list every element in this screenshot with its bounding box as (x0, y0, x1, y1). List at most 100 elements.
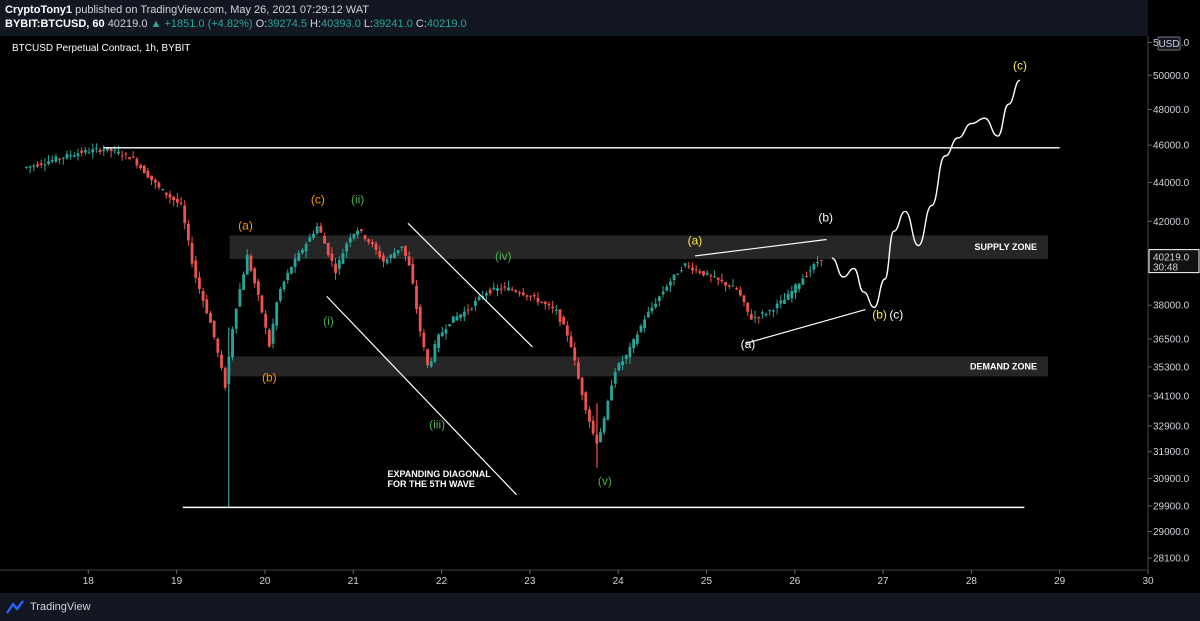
candle-body (146, 170, 150, 178)
candle-body (234, 308, 238, 329)
current-price-tag (1148, 249, 1200, 274)
wave-label: (a) (238, 218, 253, 232)
candle-body (783, 299, 786, 304)
candle-body (290, 266, 293, 274)
candle-body (157, 182, 161, 188)
candle-body (786, 293, 790, 300)
time-axis[interactable]: 18 19 20 21 22 23 24 25 26 27 28 29 30 (83, 570, 1154, 587)
candle-body (323, 235, 326, 244)
candle-body (50, 159, 54, 162)
trend-line (694, 238, 827, 257)
candle-body (238, 289, 242, 307)
candle-body (150, 175, 153, 181)
tradingview-logo-icon[interactable] (6, 600, 26, 614)
candle-body (183, 205, 187, 224)
candle-body (525, 295, 529, 297)
candle-body (201, 290, 205, 301)
candle-body (194, 260, 198, 278)
candle-body (507, 287, 510, 291)
candle-body (407, 256, 411, 266)
candle-body (216, 338, 220, 353)
candle-body (396, 250, 400, 254)
open-value: 39274.5 (267, 18, 307, 30)
last-price: 40219.0 (107, 18, 148, 30)
candle-body (621, 361, 624, 366)
candle-body (790, 290, 794, 299)
candle-body (554, 309, 558, 311)
candle-body (389, 255, 393, 259)
candle-body (139, 165, 142, 168)
price-axis-background[interactable] (1148, 36, 1200, 570)
symbol-label[interactable]: BYBIT:BTCUSD, 60 (5, 18, 105, 30)
candle-body (212, 320, 216, 338)
candle-body (691, 267, 694, 271)
time-axis-background[interactable] (0, 570, 1148, 593)
author-name[interactable]: CryptoTony1 (5, 4, 73, 16)
candle-body (801, 278, 805, 285)
candle-body (393, 252, 396, 258)
zone-band (229, 356, 1049, 377)
candle-body (797, 283, 801, 290)
candle-body (437, 334, 440, 348)
candle-body (613, 371, 617, 384)
candle-body (293, 258, 297, 268)
candle-body (757, 317, 761, 319)
time-tick-label: 21 (348, 576, 360, 587)
candle-body (569, 336, 573, 348)
candle-body (120, 155, 124, 157)
candle-body (400, 246, 404, 248)
candle-body (43, 164, 47, 166)
price-axis[interactable]: 52000.050000.048000.046000.044000.042000… (1148, 36, 1200, 564)
candle-body (713, 276, 716, 278)
time-tick-label: 20 (259, 576, 271, 587)
time-tick-label: 18 (83, 576, 95, 587)
candle-body (665, 286, 669, 291)
candle-body (404, 245, 407, 256)
time-tick-label: 23 (524, 576, 536, 587)
candle-body (426, 349, 429, 366)
candle-body (326, 243, 330, 256)
candle-body (499, 288, 503, 290)
candle-body (106, 146, 109, 151)
candle-body (716, 277, 720, 280)
price-tick-label: 48000.0 (1153, 105, 1190, 116)
candle-body (805, 275, 808, 277)
candle-body (705, 272, 709, 275)
currency-badge (1157, 36, 1181, 51)
candle-body (772, 310, 775, 312)
candle-body (683, 263, 687, 266)
candle-body (558, 309, 562, 322)
candle-body (98, 149, 102, 152)
price-tick-label: 38000.0 (1153, 301, 1190, 312)
time-tick-label: 28 (966, 576, 978, 587)
price-tick-label: 29000.0 (1153, 527, 1190, 538)
candle-body (223, 368, 227, 388)
candle-body (702, 271, 705, 276)
time-tick-label: 27 (878, 576, 890, 587)
candle-body (536, 297, 540, 303)
candle-body (337, 260, 341, 269)
tradingview-brand[interactable]: TradingView (30, 601, 91, 613)
candle-body (514, 290, 518, 293)
candle-body (367, 239, 371, 243)
high-label: H: (310, 18, 322, 30)
candle-body (529, 295, 532, 297)
candle-body (264, 313, 268, 328)
time-tick-label: 29 (1054, 576, 1066, 587)
candle-body (687, 265, 691, 267)
zone-band (229, 235, 1049, 260)
candle-body (65, 153, 69, 159)
candle-body (385, 259, 389, 264)
candle-body (231, 329, 234, 358)
candle-body (477, 296, 481, 300)
candle-body (249, 255, 253, 271)
candle-body (209, 313, 212, 323)
candle-body (348, 237, 352, 243)
candles-layer (25, 143, 823, 508)
candle-body (819, 259, 823, 261)
zone-label: DEMAND ZONE (970, 361, 1037, 371)
candle-body (61, 157, 65, 159)
candle-body (599, 432, 602, 443)
candle-body (153, 179, 157, 183)
